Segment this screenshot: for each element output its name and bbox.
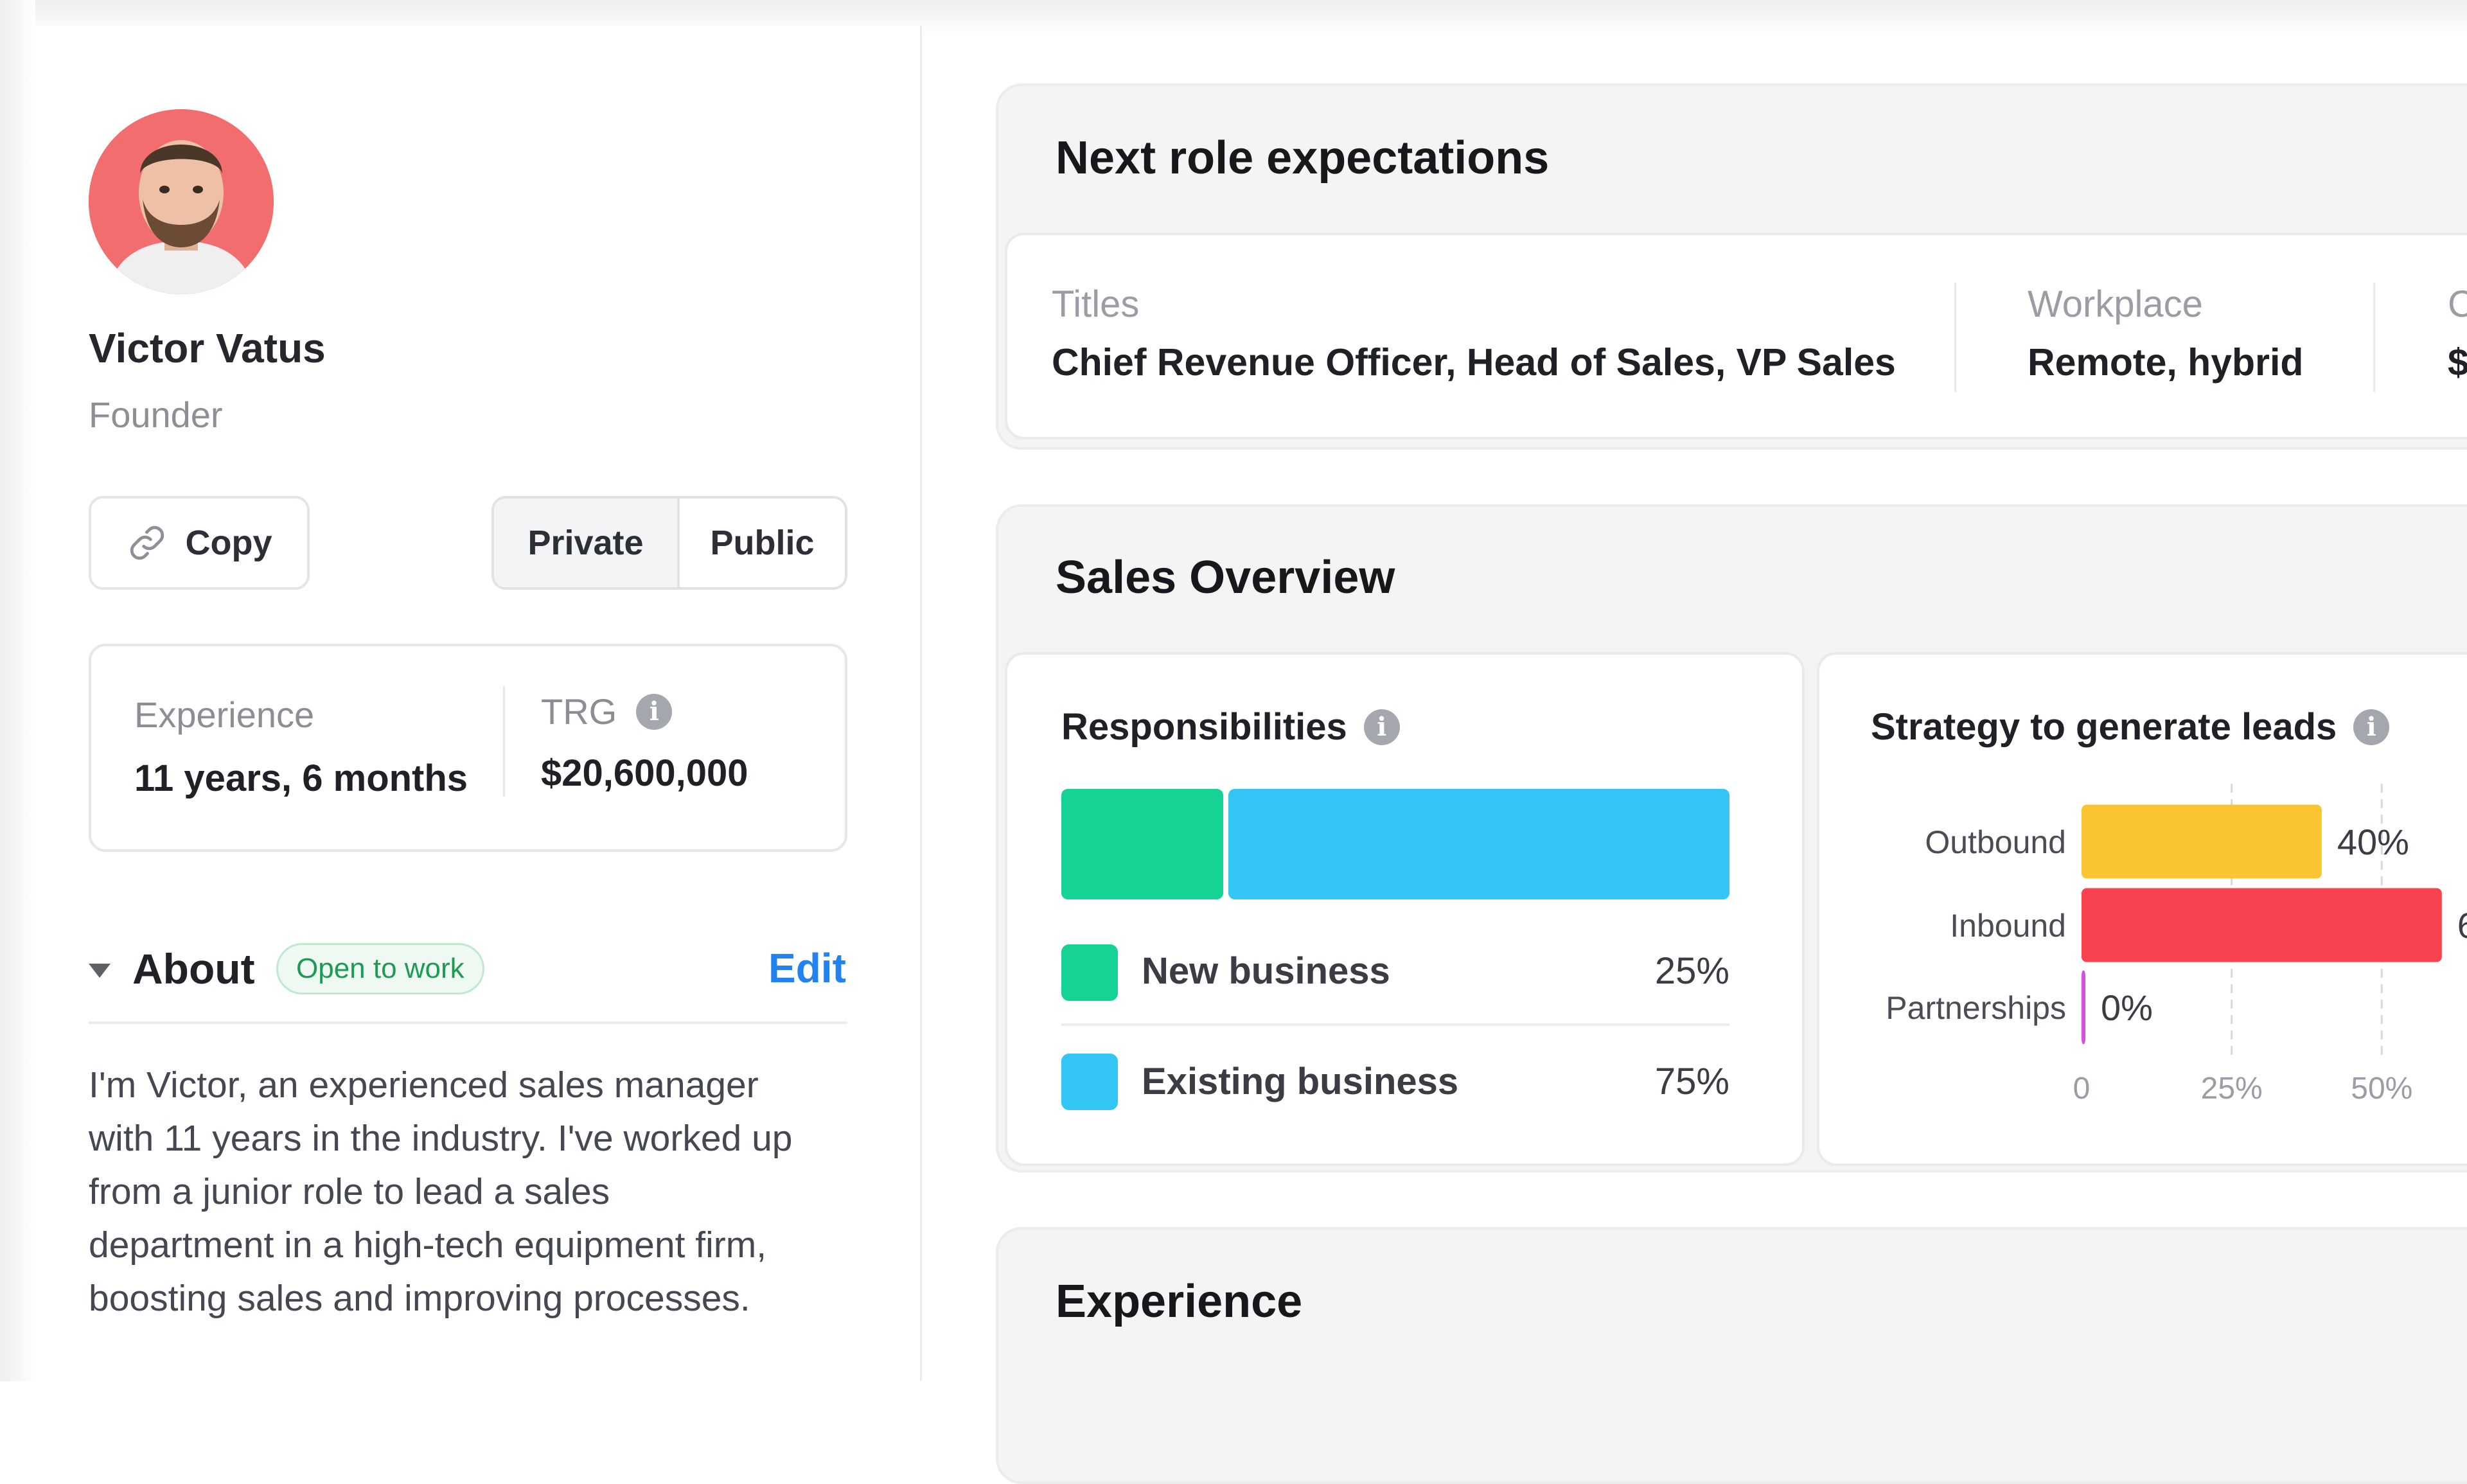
lead-bar-inbound — [2082, 888, 2442, 962]
experience-value: 11 years, 6 months — [134, 757, 468, 799]
open-to-work-badge: Open to work — [276, 943, 484, 994]
responsibilities-title: Responsibilities — [1061, 706, 1347, 748]
trg-value: $20,600,000 — [541, 752, 748, 794]
category-label: Outbound — [1925, 824, 2066, 860]
profile-name: Victor Vatus — [89, 325, 326, 371]
new-business-percent: 25% — [1654, 950, 1729, 992]
stats-card — [89, 644, 847, 852]
lead-bar-partnerships — [2082, 970, 2085, 1045]
visibility-private-option[interactable]: Private — [494, 499, 680, 587]
trg-label: TRG — [541, 691, 617, 732]
about-line: with 11 years in the industry. I've work… — [89, 1118, 793, 1159]
lead-bar-outbound — [2082, 804, 2322, 879]
about-edit-link[interactable]: Edit — [768, 945, 846, 991]
workplace-label: Workplace — [2028, 283, 2203, 325]
next-role-card — [1005, 233, 2467, 439]
legend-divider — [1061, 1023, 1729, 1026]
stats-divider — [503, 686, 505, 797]
about-collapse-caret-icon[interactable] — [89, 964, 111, 978]
value-label: 40% — [2337, 822, 2409, 862]
responsibilities-card — [1005, 652, 1805, 1166]
about-divider — [89, 1021, 847, 1024]
roles-divider-2 — [2373, 283, 2375, 392]
visibility-toggle: Private Public — [491, 496, 847, 590]
visibility-public-option[interactable]: Public — [680, 499, 845, 587]
copy-label: Copy — [185, 524, 272, 562]
lead-strategy-chart: 025%50%75%Outbound40%Inbound60%Partnersh… — [1886, 784, 2467, 1106]
sales-overview-title: Sales Overview — [1056, 552, 1395, 603]
about-title: About — [132, 945, 255, 993]
roles-divider-1 — [1954, 283, 1956, 392]
new-business-label: New business — [1142, 950, 1390, 992]
profile-role: Founder — [89, 394, 223, 435]
x-tick-label: 0 — [2073, 1072, 2091, 1106]
responsibilities-stacked-bar — [1061, 789, 1729, 899]
avatar[interactable] — [89, 109, 274, 294]
x-tick-label: 25% — [2201, 1072, 2263, 1106]
existing-business-label: Existing business — [1142, 1061, 1459, 1102]
about-line: I'm Victor, an experienced sales manager — [89, 1064, 759, 1106]
existing-business-swatch — [1061, 1054, 1118, 1110]
category-label: Inbound — [1950, 908, 2066, 944]
experience-section — [996, 1227, 2467, 1484]
x-tick-label: 50% — [2351, 1072, 2412, 1106]
experience-label: Experience — [134, 694, 315, 735]
new-business-swatch — [1061, 944, 1118, 1001]
responsibilities-info-icon[interactable]: i — [1363, 709, 1400, 745]
responsibility-segment-existing-business — [1228, 789, 1729, 899]
experience-section-title: Experience — [1056, 1276, 1303, 1327]
about-line: from a junior role to lead a sales — [89, 1171, 610, 1212]
lead-strategy-title-group: Strategy to generate leads i — [1871, 705, 2390, 748]
category-label: Partnerships — [1886, 990, 2066, 1026]
lead-strategy-info-icon[interactable]: i — [2353, 709, 2390, 745]
copy-link-button[interactable]: Copy — [89, 496, 310, 590]
about-line: boosting sales and improving processes. — [89, 1278, 750, 1319]
titles-value: Chief Revenue Officer, Head of Sales, VP… — [1052, 341, 1896, 384]
link-icon — [130, 526, 164, 560]
third-column-value: $ — [2448, 341, 2467, 384]
responsibility-segment-new-business — [1061, 789, 1223, 899]
lead-strategy-title: Strategy to generate leads — [1871, 706, 2337, 748]
existing-business-percent: 75% — [1654, 1061, 1729, 1102]
trg-label-group: TRG i — [541, 691, 673, 732]
titles-label: Titles — [1052, 283, 1140, 325]
next-role-title: Next role expectations — [1056, 132, 1550, 184]
about-text: I'm Victor, an experienced sales manager… — [89, 1059, 879, 1325]
about-line: department in a high-tech equipment firm… — [89, 1224, 767, 1266]
window-left-shadow — [0, 0, 35, 1381]
value-label: 60% — [2457, 905, 2467, 946]
third-column-label: C — [2448, 283, 2467, 325]
trg-info-icon[interactable]: i — [636, 693, 673, 730]
workplace-value: Remote, hybrid — [2028, 341, 2304, 384]
value-label: 0% — [2101, 987, 2153, 1028]
responsibilities-title-group: Responsibilities i — [1061, 705, 1400, 748]
avatar-portrait — [89, 109, 274, 294]
